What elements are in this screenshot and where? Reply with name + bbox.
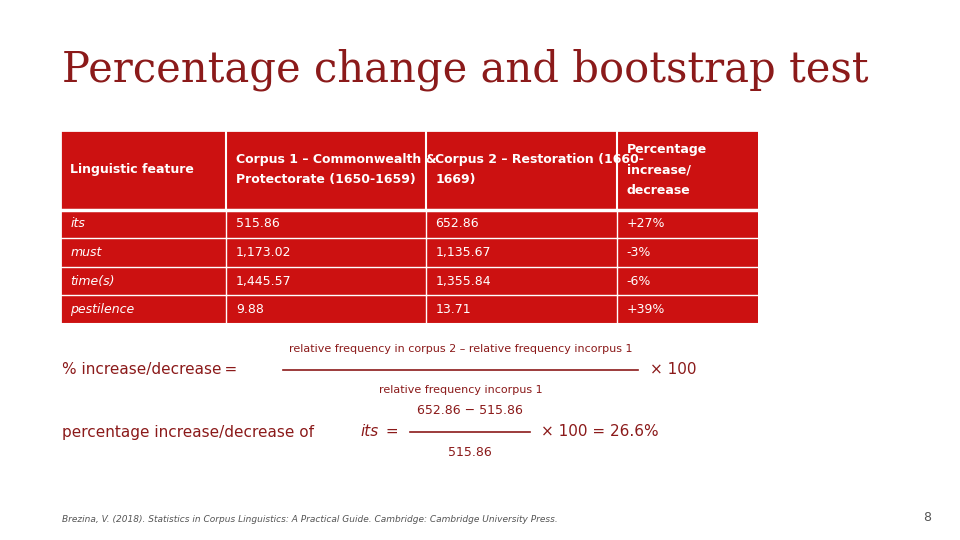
Text: +39%: +39% bbox=[627, 303, 665, 316]
Text: -3%: -3% bbox=[627, 246, 651, 259]
Bar bbox=[617, 267, 757, 295]
Bar bbox=[227, 130, 426, 210]
Bar bbox=[60, 238, 227, 267]
Text: +27%: +27% bbox=[627, 217, 665, 231]
Bar bbox=[426, 267, 617, 295]
Text: must: must bbox=[70, 246, 102, 259]
Text: Protectorate (1650-1659): Protectorate (1650-1659) bbox=[236, 173, 416, 186]
Bar bbox=[617, 238, 757, 267]
Bar bbox=[60, 130, 902, 324]
Text: time(s): time(s) bbox=[70, 274, 114, 288]
Bar bbox=[227, 295, 426, 324]
Text: Linguistic feature: Linguistic feature bbox=[70, 163, 194, 176]
Bar bbox=[227, 210, 426, 238]
Bar bbox=[60, 295, 227, 324]
Text: 652.86 − 515.86: 652.86 − 515.86 bbox=[417, 404, 523, 417]
Text: its: its bbox=[70, 217, 84, 231]
Text: × 100: × 100 bbox=[650, 362, 696, 377]
Text: -6%: -6% bbox=[627, 274, 651, 288]
Text: 515.86: 515.86 bbox=[448, 446, 492, 459]
Bar bbox=[227, 238, 426, 267]
Bar bbox=[426, 295, 617, 324]
Bar bbox=[227, 267, 426, 295]
Bar bbox=[617, 295, 757, 324]
Text: relative frequency incorpus 1: relative frequency incorpus 1 bbox=[379, 385, 542, 395]
Text: its: its bbox=[360, 424, 378, 440]
Text: Corpus 2 – Restoration (1660-: Corpus 2 – Restoration (1660- bbox=[436, 153, 644, 166]
Text: 9.88: 9.88 bbox=[236, 303, 264, 316]
Text: 1,445.57: 1,445.57 bbox=[236, 274, 292, 288]
Text: 1,135.67: 1,135.67 bbox=[436, 246, 491, 259]
Text: 515.86: 515.86 bbox=[236, 217, 279, 231]
Text: =: = bbox=[381, 424, 403, 440]
Text: Corpus 1 – Commonwealth &: Corpus 1 – Commonwealth & bbox=[236, 153, 437, 166]
Text: Percentage: Percentage bbox=[627, 143, 707, 156]
Text: Brezina, V. (2018). Statistics in Corpus Linguistics: A Practical Guide. Cambrid: Brezina, V. (2018). Statistics in Corpus… bbox=[62, 515, 558, 524]
Text: percentage increase/decrease of: percentage increase/decrease of bbox=[62, 424, 320, 440]
Text: 1669): 1669) bbox=[436, 173, 476, 186]
Text: Percentage change and bootstrap test: Percentage change and bootstrap test bbox=[62, 49, 869, 91]
Bar bbox=[426, 130, 617, 210]
Bar bbox=[60, 130, 227, 210]
Text: × 100 = 26.6%: × 100 = 26.6% bbox=[541, 424, 660, 440]
Text: decrease: decrease bbox=[627, 184, 690, 197]
Text: 13.71: 13.71 bbox=[436, 303, 471, 316]
Bar bbox=[617, 130, 757, 210]
Bar bbox=[617, 210, 757, 238]
Text: 1,173.02: 1,173.02 bbox=[236, 246, 292, 259]
Text: 1,355.84: 1,355.84 bbox=[436, 274, 492, 288]
Text: % increase/decrease =: % increase/decrease = bbox=[62, 362, 238, 377]
Text: 8: 8 bbox=[924, 511, 931, 524]
Bar bbox=[60, 210, 227, 238]
Bar bbox=[426, 210, 617, 238]
Text: pestilence: pestilence bbox=[70, 303, 134, 316]
Bar bbox=[60, 267, 227, 295]
Bar bbox=[426, 238, 617, 267]
Text: 652.86: 652.86 bbox=[436, 217, 479, 231]
Text: increase/: increase/ bbox=[627, 163, 690, 176]
Text: relative frequency in corpus 2 – relative frequency incorpus 1: relative frequency in corpus 2 – relativ… bbox=[289, 343, 633, 354]
